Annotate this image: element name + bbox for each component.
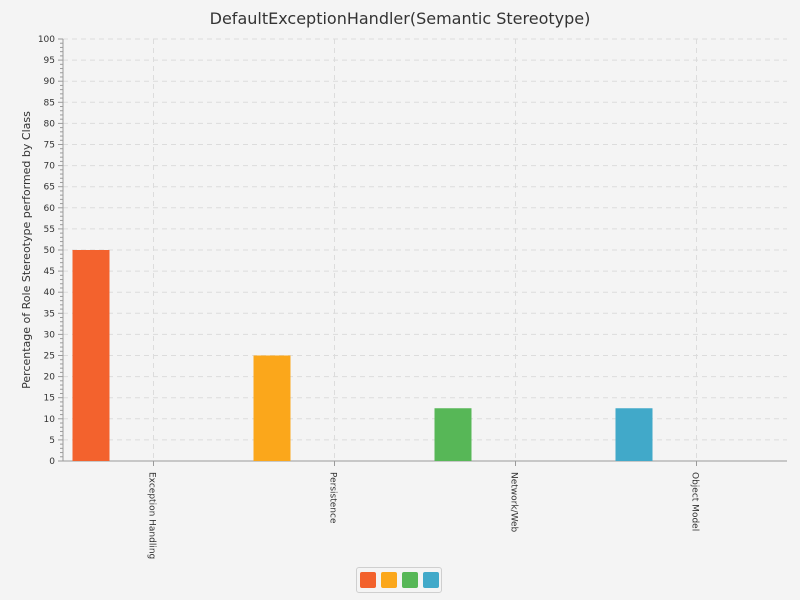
- bar: [253, 355, 291, 461]
- chart-title: DefaultExceptionHandler(Semantic Stereot…: [210, 9, 591, 28]
- axes: 0 5 10 15 20 25 30 35 40 45 50 55 60 65 70 75 80 85 90 95 10…: [38, 35, 787, 467]
- y-tick-label: 5: [49, 436, 55, 446]
- legend-swatch: [380, 572, 397, 588]
- legend-swatch: [359, 572, 376, 588]
- y-tick-label: 50: [44, 246, 56, 256]
- bar: [434, 408, 472, 461]
- category-labels: Exception Handling Persistence Network/Web…: [147, 472, 700, 559]
- y-tick-label: 20: [44, 373, 56, 383]
- legend-swatch: [401, 572, 418, 588]
- x-tick-label: Object Model: [690, 472, 700, 531]
- y-axis-label: Percentage of Role Stereotype performed …: [20, 111, 33, 389]
- x-tick-label: Network/Web: [509, 472, 519, 533]
- bar: [615, 408, 653, 461]
- y-tick-label: 75: [44, 141, 55, 151]
- y-tick-label: 85: [44, 98, 55, 108]
- y-tick-label: 0: [49, 457, 55, 467]
- y-tick-label: 40: [44, 288, 56, 298]
- y-tick-label: 55: [44, 225, 55, 235]
- bars: [72, 250, 653, 461]
- y-tick-label: 25: [44, 352, 55, 362]
- x-tick-label: Persistence: [328, 472, 338, 524]
- y-tick-label: 10: [44, 415, 56, 425]
- y-tick-label: 65: [44, 183, 55, 193]
- bar: [72, 250, 110, 461]
- y-tick-label: 30: [44, 330, 56, 340]
- legend-swatch: [422, 572, 439, 588]
- y-tick-label: 80: [44, 119, 56, 129]
- y-tick-label: 100: [38, 35, 55, 45]
- y-tick-label: 60: [44, 204, 56, 214]
- y-tick-label: 15: [44, 394, 55, 404]
- x-tick-label: Exception Handling: [147, 472, 157, 559]
- y-tick-label: 70: [44, 162, 56, 172]
- y-tick-label: 95: [44, 56, 55, 66]
- legend: [356, 567, 442, 593]
- grid-lines: [63, 38, 787, 461]
- y-tick-label: 35: [44, 309, 55, 319]
- y-tick-label: 45: [44, 267, 55, 277]
- y-tick-label: 90: [44, 77, 56, 87]
